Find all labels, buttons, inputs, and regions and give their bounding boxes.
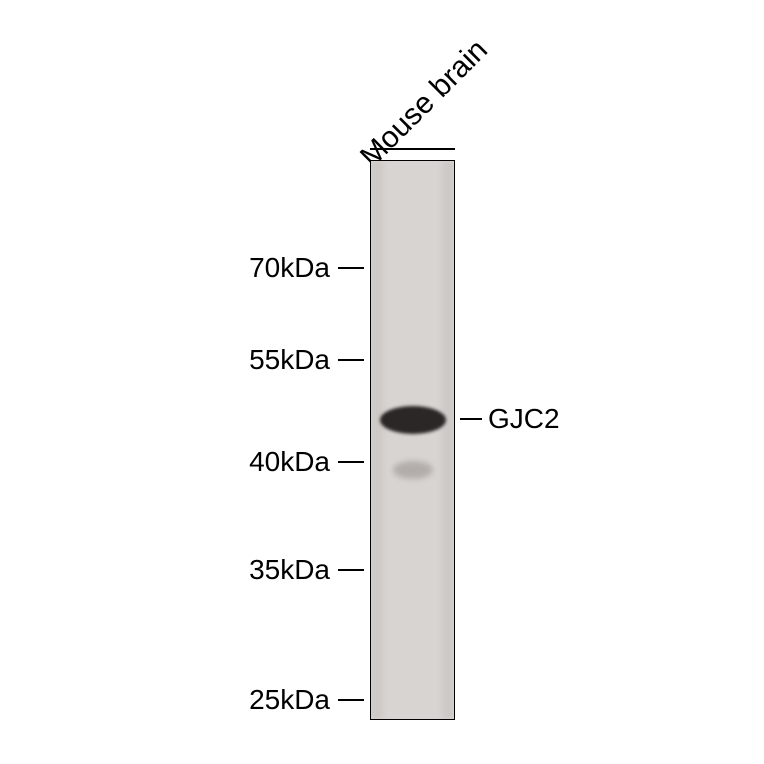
primary-band (380, 406, 446, 434)
marker-label: 70kDa (249, 252, 330, 284)
marker-tick (338, 267, 364, 269)
blot-lane (370, 160, 455, 720)
faint-band (393, 461, 433, 479)
lane-shade-left (371, 161, 383, 719)
marker-label: 35kDa (249, 554, 330, 586)
band-annotation-tick (460, 418, 482, 420)
marker-tick (338, 359, 364, 361)
marker-tick (338, 699, 364, 701)
blot-figure: Mouse brain GJC2 70kDa 55kDa 40kDa 35kDa 25k… (0, 0, 764, 764)
sample-label: Mouse brain (354, 33, 495, 174)
marker-tick (338, 461, 364, 463)
marker-label: 25kDa (249, 684, 330, 716)
marker-label: 55kDa (249, 344, 330, 376)
marker-label: 40kDa (249, 446, 330, 478)
lane-shade-right (442, 161, 454, 719)
sample-underline (370, 148, 455, 150)
band-annotation-label: GJC2 (488, 403, 560, 435)
marker-tick (338, 569, 364, 571)
